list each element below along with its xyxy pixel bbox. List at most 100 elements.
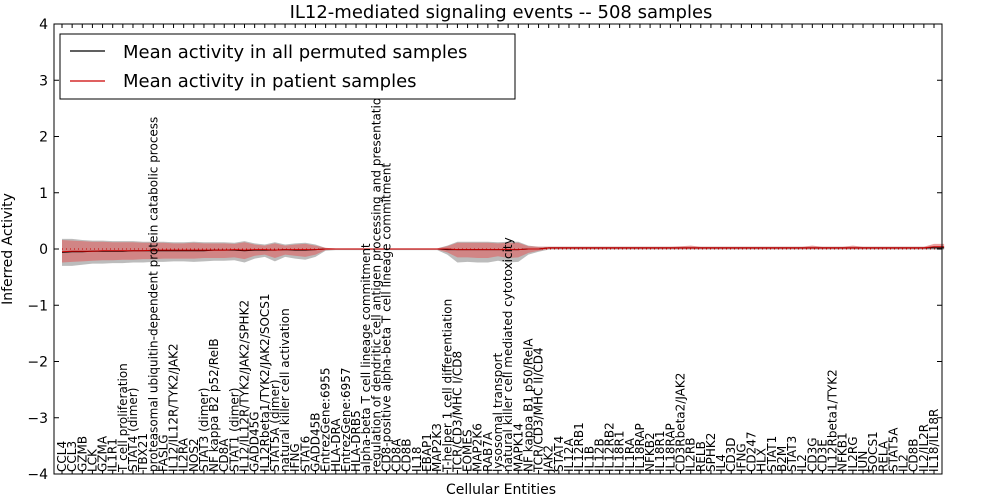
x-tick-label: IL12A bbox=[562, 438, 576, 472]
x-tick-label: CD247 bbox=[745, 431, 759, 472]
x-axis-label: Cellular Entities bbox=[446, 482, 556, 498]
x-tick-label: CCL4 bbox=[55, 441, 69, 472]
x-tick-label: IL1RA bbox=[623, 437, 637, 472]
x-tick-label: lysosomal transport bbox=[491, 352, 505, 472]
x-tick-label: TBX21 bbox=[136, 433, 150, 473]
y-tick-label: 4 bbox=[39, 17, 48, 33]
y-axis: −4 −3 −2 −1 0 1 2 3 4 bbox=[27, 17, 942, 483]
x-tick-label: IL12RB1 bbox=[572, 422, 586, 472]
x-tick-label: RELB bbox=[694, 441, 708, 472]
x-tick-label: HLA-DRB5 bbox=[349, 410, 363, 472]
x-tick-label: STAT1 (dimer) bbox=[227, 388, 241, 472]
x-tick-label: IL18R1 bbox=[653, 431, 667, 472]
y-tick-label: 3 bbox=[39, 73, 48, 89]
x-tick-label: IL18R1 bbox=[613, 431, 627, 472]
x-tick-label: STAT1 bbox=[765, 436, 779, 472]
x-tick-label: natural killer cell activation bbox=[278, 308, 292, 472]
x-tick-label: MAPK14 bbox=[511, 423, 525, 472]
x-tick-label: STAT5A bbox=[886, 427, 900, 472]
x-tick-label: IL4 bbox=[714, 454, 728, 472]
x-tick-label: T cell proliferation bbox=[116, 363, 130, 473]
x-tick-label: alpha-beta T cell lineage commitment bbox=[359, 243, 373, 472]
x-tick-label: T-helper 1 cell differentiation bbox=[440, 299, 454, 473]
x-tick-label: proteasomal ubiquitin-dependent protein … bbox=[146, 117, 160, 472]
x-tick-label: CD8B bbox=[907, 439, 921, 473]
x-tick-label: LCK bbox=[85, 448, 99, 472]
x-tick-label: STAT4 (dimer) bbox=[126, 388, 140, 472]
x-tick-label: MAP2K3 bbox=[430, 423, 444, 472]
y-axis-label: Inferred Activity bbox=[0, 193, 16, 305]
x-tick-label: IL12RB2 bbox=[603, 422, 617, 472]
y-tick-label: −1 bbox=[27, 298, 48, 314]
x-tick-label: IL1R1 bbox=[106, 438, 120, 472]
x-tick-label: EntrezGene:6955 bbox=[319, 368, 333, 473]
x-tick-label: IFNG bbox=[288, 443, 302, 472]
x-tick-label: CD8B bbox=[400, 439, 414, 473]
chart-title: IL12-mediated signaling events -- 508 sa… bbox=[290, 2, 713, 23]
activity-lines bbox=[54, 246, 945, 253]
x-tick-label: CD3G bbox=[805, 437, 819, 472]
x-tick-label: NFKB2 bbox=[643, 432, 657, 472]
x-axis-ticks bbox=[61, 24, 935, 474]
x-tick-label: IL2 bbox=[897, 454, 911, 472]
y-tick-label: −2 bbox=[27, 355, 48, 371]
x-tick-label: STAT6 bbox=[298, 436, 312, 472]
x-tick-label: IL2 bbox=[795, 454, 809, 472]
x-tick-label: EOMES bbox=[461, 429, 475, 472]
x-tick-label: IFNG bbox=[734, 443, 748, 472]
x-tick-label: IL12Rbeta1/TYK2 bbox=[826, 369, 840, 472]
x-tick-label: NFKB1 bbox=[836, 432, 850, 472]
x-tick-label: NOS2 bbox=[187, 438, 201, 472]
x-tick-label: IL18 bbox=[410, 447, 424, 473]
x-tick-label: EntrezGene:6957 bbox=[339, 368, 353, 473]
y-tick-label: 2 bbox=[39, 130, 48, 146]
x-tick-label: SOCS1 bbox=[866, 431, 880, 472]
x-tick-label: STAT3 (dimer) bbox=[197, 388, 211, 472]
legend: Mean activity in all permuted samples Me… bbox=[59, 33, 516, 100]
x-tick-label: TCR/CD3/MHC II/CD4 bbox=[532, 347, 546, 473]
x-tick-label: RELA bbox=[876, 440, 890, 472]
x-tick-label: TCR/CD3/MHC I/CD8 bbox=[450, 351, 464, 473]
x-tick-label: RAB7A bbox=[481, 431, 495, 472]
x-tick-label: CD8A bbox=[390, 438, 404, 472]
x-tick-label: GZMA bbox=[96, 435, 110, 472]
x-tick-label: GADD45G bbox=[248, 411, 262, 472]
x-tick-label: STAT5A (dimer) bbox=[268, 379, 282, 472]
x-tick-label: GZMB bbox=[75, 436, 89, 472]
legend-frame bbox=[59, 33, 516, 100]
x-tick-label: CD3D bbox=[724, 438, 738, 473]
x-tick-label: MAP2K6 bbox=[471, 423, 485, 472]
x-tick-label: natural killer cell mediated cytotoxicit… bbox=[501, 237, 515, 472]
x-tick-label: NF kappa B1 p50/RelA bbox=[521, 338, 535, 472]
y-tick-label: −3 bbox=[27, 411, 48, 427]
x-tick-label: JAK2 bbox=[542, 445, 556, 473]
x-tick-label: IL18RAP bbox=[663, 423, 677, 472]
x-tick-label: IL1B bbox=[582, 446, 596, 472]
x-tick-label: EBAP1 bbox=[420, 433, 434, 472]
y-tick-label: −4 bbox=[27, 467, 48, 483]
x-tick-label: IL2RA bbox=[177, 437, 191, 472]
x-tick-label: IL2/IL2R bbox=[917, 424, 931, 472]
x-tick-label: HLA-DRA bbox=[329, 418, 343, 472]
x-tick-label: CD3Rbeta2/JAK2 bbox=[674, 373, 688, 472]
band-series-1 bbox=[62, 240, 945, 263]
x-tick-label: CD3E bbox=[816, 439, 830, 472]
x-tick-label: FASLG bbox=[156, 434, 170, 472]
x-tick-label: IL2RG bbox=[846, 437, 860, 473]
x-tick-label: B2M bbox=[775, 446, 789, 472]
x-tick-label: IL18RAP bbox=[633, 423, 647, 472]
x-tick-label: IL18/IL18R bbox=[927, 409, 941, 472]
x-tick-label: CD8-positive alpha-beta T cell lineage c… bbox=[380, 163, 394, 472]
x-tick-label: IL2RB bbox=[684, 438, 698, 472]
x-tick-label: IL12Rbeta1/TYK2/JAK2/SOCS1 bbox=[258, 293, 272, 472]
x-tick-label: GADD45B bbox=[309, 413, 323, 473]
legend-label-permuted: Mean activity in all permuted samples bbox=[123, 42, 467, 63]
x-tick-label: HLX bbox=[755, 448, 769, 472]
x-tick-label: CCL3 bbox=[65, 441, 79, 472]
y-tick-label: 1 bbox=[39, 186, 48, 202]
x-tick-label: CD8A bbox=[217, 438, 231, 472]
x-tick-label: IL12B bbox=[592, 438, 606, 472]
y-tick-label: 0 bbox=[39, 242, 48, 258]
line-series-1 bbox=[61, 246, 945, 253]
